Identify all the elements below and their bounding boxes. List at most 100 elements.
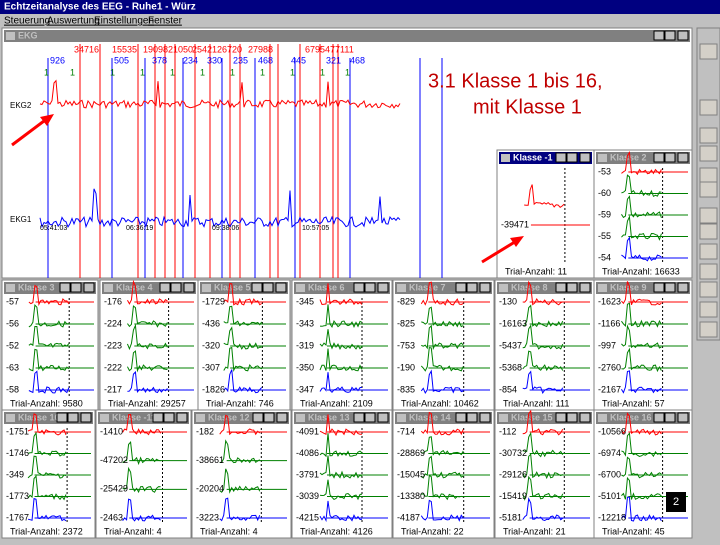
window-button[interactable] bbox=[353, 282, 365, 293]
window-button[interactable] bbox=[455, 412, 467, 423]
window-button[interactable] bbox=[677, 152, 689, 163]
tool-button[interactable] bbox=[699, 99, 718, 116]
window-button[interactable] bbox=[251, 282, 263, 293]
window-button[interactable] bbox=[579, 152, 591, 163]
window-button[interactable] bbox=[555, 282, 567, 293]
tool-button[interactable] bbox=[699, 301, 718, 318]
window-button[interactable] bbox=[653, 152, 665, 163]
class-value: -1773 bbox=[6, 491, 29, 501]
window-button[interactable] bbox=[364, 282, 376, 293]
window-button[interactable] bbox=[159, 282, 171, 293]
tool-button[interactable] bbox=[699, 167, 718, 184]
window-button[interactable] bbox=[653, 30, 665, 41]
class-value: -10566 bbox=[598, 426, 626, 436]
average-trace bbox=[421, 324, 464, 351]
window-button[interactable] bbox=[252, 412, 264, 423]
window-button[interactable] bbox=[677, 30, 689, 41]
window-button[interactable] bbox=[566, 282, 578, 293]
window-button[interactable] bbox=[566, 412, 578, 423]
window-button[interactable] bbox=[455, 282, 467, 293]
window-button[interactable] bbox=[80, 412, 92, 423]
window-button[interactable] bbox=[377, 412, 389, 423]
class-value: -2760 bbox=[598, 362, 621, 372]
window-button[interactable] bbox=[653, 282, 665, 293]
trial-count: Trial-Anzahl: 22 bbox=[401, 526, 464, 536]
red-number: 27988 bbox=[248, 44, 273, 54]
average-trace bbox=[223, 305, 263, 327]
average-trace bbox=[621, 195, 662, 219]
window-button[interactable] bbox=[579, 412, 591, 423]
window-button[interactable] bbox=[364, 412, 376, 423]
window-button[interactable] bbox=[56, 412, 68, 423]
window-icon bbox=[598, 414, 607, 422]
window-button[interactable] bbox=[276, 412, 288, 423]
tool-button[interactable] bbox=[699, 223, 718, 240]
class-value: -38661 bbox=[196, 455, 224, 465]
class-value: -15045 bbox=[397, 469, 425, 479]
average-trace bbox=[27, 497, 67, 522]
window-button[interactable] bbox=[653, 412, 665, 423]
window-button[interactable] bbox=[263, 412, 275, 423]
menu-item[interactable]: Einstellungen bbox=[94, 16, 154, 27]
window-button[interactable] bbox=[67, 412, 79, 423]
window-button[interactable] bbox=[664, 30, 676, 41]
menu-item[interactable]: Fenster bbox=[148, 16, 183, 27]
class-mark: 1 bbox=[70, 67, 75, 77]
menu-bar bbox=[0, 14, 720, 27]
window-icon bbox=[196, 414, 205, 422]
window-button[interactable] bbox=[566, 152, 578, 163]
window-button[interactable] bbox=[176, 412, 188, 423]
window-title: Klasse 3 bbox=[18, 282, 55, 292]
tool-button[interactable] bbox=[699, 127, 718, 144]
window-button[interactable] bbox=[579, 282, 591, 293]
window-title: Klasse 6 bbox=[308, 282, 345, 292]
blue-number: 468 bbox=[258, 55, 273, 65]
window-button[interactable] bbox=[275, 282, 287, 293]
tool-button[interactable] bbox=[699, 243, 718, 260]
window-title: Klasse 8 bbox=[511, 282, 548, 292]
tool-button[interactable] bbox=[699, 207, 718, 224]
trial-count: Trial-Anzahl: 10462 bbox=[401, 398, 479, 408]
average-trace bbox=[122, 413, 162, 436]
tool-button[interactable] bbox=[699, 181, 718, 198]
average-trace bbox=[522, 409, 564, 436]
class-value: -25429 bbox=[100, 484, 128, 494]
window-button[interactable] bbox=[466, 412, 478, 423]
menu-item[interactable]: Steuerung bbox=[4, 16, 50, 27]
window-button[interactable] bbox=[152, 412, 164, 423]
tool-button[interactable] bbox=[699, 321, 718, 338]
window-button[interactable] bbox=[479, 412, 491, 423]
arrow bbox=[11, 116, 49, 147]
window-button[interactable] bbox=[377, 282, 389, 293]
window-button[interactable] bbox=[664, 152, 676, 163]
class-value: -854 bbox=[499, 384, 517, 394]
class-value: -2463 bbox=[100, 512, 123, 522]
window-button[interactable] bbox=[555, 412, 567, 423]
trial-count: Trial-Anzahl: 11 bbox=[505, 266, 567, 276]
window-button[interactable] bbox=[479, 282, 491, 293]
window-button[interactable] bbox=[163, 412, 175, 423]
window-button[interactable] bbox=[183, 282, 195, 293]
window-button[interactable] bbox=[170, 282, 182, 293]
window-button[interactable] bbox=[59, 282, 71, 293]
trial-count: Trial-Anzahl: 746 bbox=[206, 398, 274, 408]
window-button[interactable] bbox=[664, 412, 676, 423]
window-button[interactable] bbox=[677, 282, 689, 293]
tool-button[interactable] bbox=[699, 263, 718, 280]
window-button[interactable] bbox=[70, 282, 82, 293]
window-button[interactable] bbox=[664, 282, 676, 293]
window-button[interactable] bbox=[677, 412, 689, 423]
window-button[interactable] bbox=[466, 282, 478, 293]
average-trace bbox=[319, 433, 363, 458]
tool-button[interactable] bbox=[699, 281, 718, 298]
tool-button[interactable] bbox=[699, 43, 718, 60]
window-button[interactable] bbox=[555, 152, 567, 163]
class-value: -16163 bbox=[499, 318, 527, 328]
class-value: -349 bbox=[6, 469, 24, 479]
window-button[interactable] bbox=[83, 282, 95, 293]
window-icon bbox=[6, 284, 15, 292]
window-button[interactable] bbox=[353, 412, 365, 423]
menu-item[interactable]: Auswertung bbox=[47, 16, 100, 27]
window-button[interactable] bbox=[262, 282, 274, 293]
tool-button[interactable] bbox=[699, 145, 718, 162]
